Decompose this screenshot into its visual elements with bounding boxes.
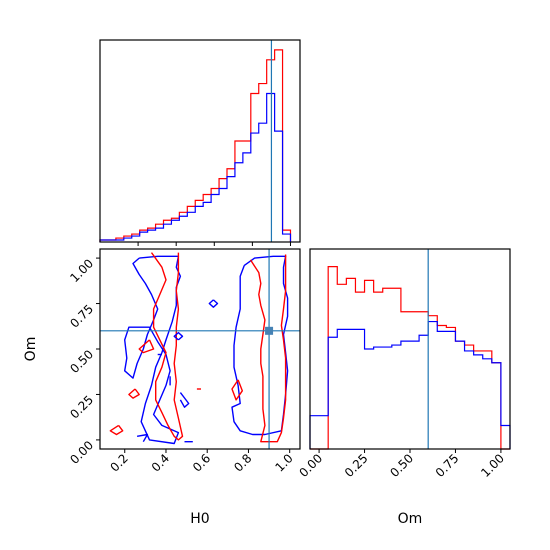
- joint-y-tick-label-0: 0.00: [67, 438, 96, 467]
- panel-om-marginal: 0.00 0.25 0.50 0.75 1.00: [296, 248, 511, 480]
- contour-line-4: [208, 299, 219, 308]
- joint-x-tick-label-0: 0.2: [107, 451, 130, 474]
- contour-line-10: [173, 331, 184, 341]
- om-x-tick-label-3: 0.75: [433, 451, 462, 480]
- contour-line-0: [123, 255, 182, 445]
- contour-line-13: [109, 424, 124, 436]
- joint-x-tick-label-2: 0.6: [190, 451, 213, 474]
- contour-line-12: [128, 388, 140, 399]
- om-hist-red: [310, 266, 510, 450]
- om-x-tick-label-4: 1.00: [478, 451, 507, 480]
- contour-line-3: [249, 254, 287, 443]
- panel-h0-marginal: [99, 39, 301, 246]
- panel-joint: 0.2 0.4 0.6 0.8 1.0 0.00 0.25 0.50 0.75 1.00: [67, 248, 301, 475]
- om-x-tick-label-1: 0.25: [342, 451, 371, 480]
- joint-y-tick-label-3: 0.75: [67, 302, 96, 331]
- joint-y-tick-label-1: 0.25: [67, 393, 96, 422]
- h0-marginal-frame: [99, 39, 301, 243]
- contour-line-11: [138, 339, 155, 354]
- joint-y-tick-label-4: 1.00: [67, 256, 96, 285]
- x-axis-label-om: Om: [398, 511, 423, 527]
- om-hist-blue: [309, 320, 511, 449]
- om-marginal-frame: [309, 248, 511, 450]
- h0-histogram-series: [99, 49, 292, 242]
- joint-x-tick-label-3: 0.8: [231, 451, 254, 474]
- contour-series: [109, 252, 289, 445]
- contour-line-15: [231, 379, 244, 401]
- joint-frame: [99, 248, 301, 450]
- om-x-ticks: 0.00 0.25 0.50 0.75 1.00: [296, 449, 507, 480]
- h0-marginal-ticks: [137, 242, 291, 246]
- x-axis-label-h0: H0: [190, 511, 209, 527]
- contour-line-2: [150, 252, 184, 441]
- joint-y-ticks: 0.00 0.25 0.50 0.75 1.00: [67, 256, 100, 467]
- truth-marker: [265, 326, 274, 335]
- y-axis-label-om: Om: [23, 337, 39, 362]
- joint-x-tick-label-1: 0.4: [149, 451, 172, 474]
- joint-x-ticks: 0.2 0.4 0.6 0.8 1.0: [107, 449, 296, 475]
- contour-line-5: [136, 433, 149, 443]
- contour-line-7: [179, 392, 190, 408]
- om-x-tick-label-0: 0.00: [296, 451, 325, 480]
- h0-hist-red: [99, 49, 292, 242]
- contour-line-1: [231, 255, 289, 436]
- om-histogram-series: [309, 266, 511, 450]
- joint-x-tick-label-4: 1.0: [272, 451, 295, 474]
- joint-y-tick-label-2: 0.50: [67, 347, 96, 376]
- om-x-tick-label-2: 0.50: [387, 451, 416, 480]
- h0-hist-blue: [99, 92, 292, 242]
